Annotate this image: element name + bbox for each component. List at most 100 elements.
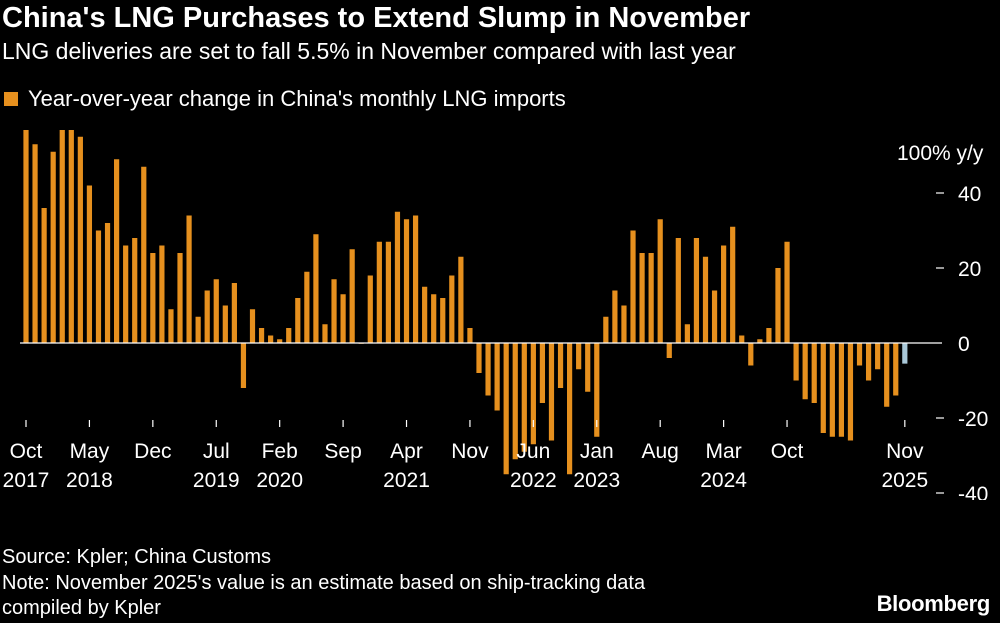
- bar: [693, 238, 700, 343]
- bar: [739, 335, 745, 343]
- bar: [856, 343, 863, 366]
- x-tick-year: 2020: [256, 469, 303, 492]
- bar: [657, 219, 663, 343]
- bar: [576, 343, 582, 370]
- bar: [539, 343, 546, 403]
- note-text-line2: compiled by Kpler: [2, 597, 161, 619]
- bars: [20, 130, 942, 475]
- bar: [884, 343, 890, 407]
- bar: [141, 166, 147, 343]
- bar: [249, 309, 256, 343]
- bar: [367, 275, 373, 343]
- bar: [630, 230, 636, 343]
- bar: [340, 294, 346, 343]
- y-tick-label: 0: [958, 333, 970, 356]
- bar: [286, 328, 292, 343]
- bar: [159, 245, 165, 343]
- bar: [313, 234, 319, 343]
- chart-subtitle: LNG deliveries are set to fall 5.5% in N…: [2, 38, 736, 64]
- bar: [322, 324, 328, 343]
- x-tick-year: 2019: [193, 469, 240, 492]
- bar: [222, 305, 228, 343]
- bar: [847, 343, 854, 441]
- bar: [748, 343, 754, 366]
- bar: [403, 219, 410, 343]
- bar: [612, 290, 618, 343]
- bar: [86, 185, 93, 343]
- bar: [557, 343, 564, 388]
- bar: [784, 241, 790, 343]
- bar: [603, 316, 609, 343]
- bar: [231, 283, 237, 343]
- bar: [186, 215, 192, 343]
- legend: Year-over-year change in China's monthly…: [4, 86, 566, 112]
- bar: [702, 256, 709, 343]
- x-tick-year: 2017: [3, 469, 50, 492]
- bar: [304, 271, 310, 343]
- x-tick-month: Jul: [203, 440, 230, 463]
- x-tick-month: Nov: [886, 440, 924, 463]
- bar: [177, 253, 183, 343]
- bar: [431, 294, 437, 343]
- x-tick-month: Jan: [580, 440, 614, 463]
- x-tick-month: Sep: [324, 440, 361, 463]
- bar: [104, 223, 111, 343]
- bar: [648, 253, 654, 343]
- bar: [829, 343, 835, 437]
- bar: [385, 241, 391, 343]
- y-tick-label: 40: [958, 183, 981, 206]
- x-tick-month: Feb: [262, 440, 298, 463]
- y-tick-label: 20: [958, 258, 981, 281]
- bar: [766, 328, 772, 343]
- bar: [168, 309, 174, 343]
- bar: [639, 253, 645, 343]
- bar: [775, 268, 781, 343]
- bar: [59, 130, 65, 343]
- bar: [485, 343, 491, 396]
- x-tick-month: Mar: [706, 440, 742, 463]
- y-axis: -40-20020406080100% y/y: [897, 130, 988, 500]
- y-axis-label: 100% y/y: [897, 142, 984, 165]
- bar: [530, 343, 536, 445]
- bar: [132, 238, 138, 343]
- x-tick-month: Dec: [134, 440, 171, 463]
- bar: [449, 275, 455, 343]
- bar: [195, 316, 201, 343]
- note-text-line1: Note: November 2025's value is an estima…: [2, 572, 646, 594]
- bar: [675, 238, 681, 343]
- x-tick-month: Oct: [771, 440, 804, 463]
- source-text: Source: Kpler; China Customs: [2, 546, 272, 568]
- bar: [50, 151, 56, 343]
- bar: [41, 208, 47, 343]
- bloomberg-logo: Bloomberg: [876, 591, 991, 616]
- y-tick-label: 60: [958, 130, 981, 131]
- bar: [621, 305, 627, 343]
- bar: [114, 159, 120, 343]
- bar: [240, 343, 247, 388]
- bar: [721, 245, 727, 343]
- bar: [838, 343, 844, 437]
- bar: [277, 339, 283, 343]
- bar: [730, 226, 736, 343]
- bar: [802, 343, 808, 400]
- bar: [585, 343, 591, 392]
- bar: [349, 249, 355, 343]
- y-tick-label: -20: [958, 408, 988, 431]
- bar: [503, 343, 509, 475]
- bar: [95, 230, 102, 343]
- bar: [77, 136, 83, 343]
- bar: [820, 343, 826, 433]
- x-tick-year: 2024: [700, 469, 747, 492]
- x-tick-year: 2021: [383, 469, 430, 492]
- x-tick-month: Aug: [642, 440, 679, 463]
- bar: [684, 324, 690, 343]
- bar: [258, 328, 265, 343]
- bar-chart: -40-20020406080100% y/y Oct2017May2018De…: [3, 130, 988, 500]
- x-axis: Oct 2017 May 2018 Dec Jul 2019 Feb 2020 Sep Apr 202…: [3, 420, 928, 492]
- x-tick-month: May: [70, 440, 110, 463]
- bar: [32, 144, 38, 343]
- bar: [666, 343, 672, 358]
- bar: [875, 343, 881, 370]
- bar: [793, 343, 799, 381]
- x-tick-year: 2025: [881, 469, 928, 492]
